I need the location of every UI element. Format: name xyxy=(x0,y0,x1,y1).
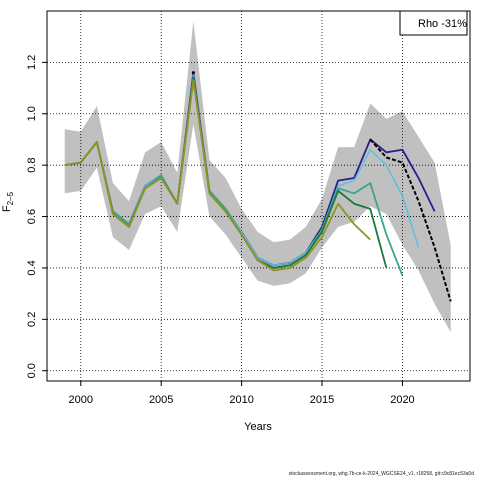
x-axis-title: Years xyxy=(244,421,272,433)
footer-source: stockassessment.org, whg.7b-ce-k-2024_WG… xyxy=(288,471,474,477)
legend: Rho -31% xyxy=(399,10,468,36)
series-point-6 xyxy=(191,71,195,75)
y-tick-label: 1.2 xyxy=(26,55,38,70)
y-axis-title-main: F xyxy=(1,205,13,212)
series-line-5 xyxy=(64,79,371,272)
y-tick-label: 0.2 xyxy=(26,312,38,327)
confidence-band xyxy=(64,21,451,333)
y-axis-title-sub: 2–5 xyxy=(6,191,15,205)
series-lines xyxy=(64,71,452,302)
x-tick-label: 2000 xyxy=(69,394,93,406)
confidence-band-area xyxy=(64,21,451,333)
y-tick-label: 0.0 xyxy=(26,363,38,378)
y-axis-title: F2–5 xyxy=(1,191,15,212)
x-tick-label: 2010 xyxy=(229,394,253,406)
series-line-7 xyxy=(369,138,452,302)
svg-text:F2–5: F2–5 xyxy=(1,191,15,212)
x-tick-label: 2005 xyxy=(149,394,173,406)
y-tick-label: 1.0 xyxy=(26,106,38,121)
y-axis: 0.0 0.2 0.4 0.6 0.8 1.0 1.2 xyxy=(26,55,47,378)
x-tick-label: 2020 xyxy=(390,394,414,406)
y-tick-label: 0.4 xyxy=(26,260,38,275)
legend-label: Rho -31% xyxy=(418,18,467,30)
legend-box xyxy=(399,10,468,36)
y-tick-label: 0.6 xyxy=(26,209,38,224)
y-tick-label: 0.8 xyxy=(26,158,38,173)
x-tick-label: 2015 xyxy=(310,394,334,406)
x-axis: 2000 2005 2010 2015 2020 xyxy=(69,380,415,406)
